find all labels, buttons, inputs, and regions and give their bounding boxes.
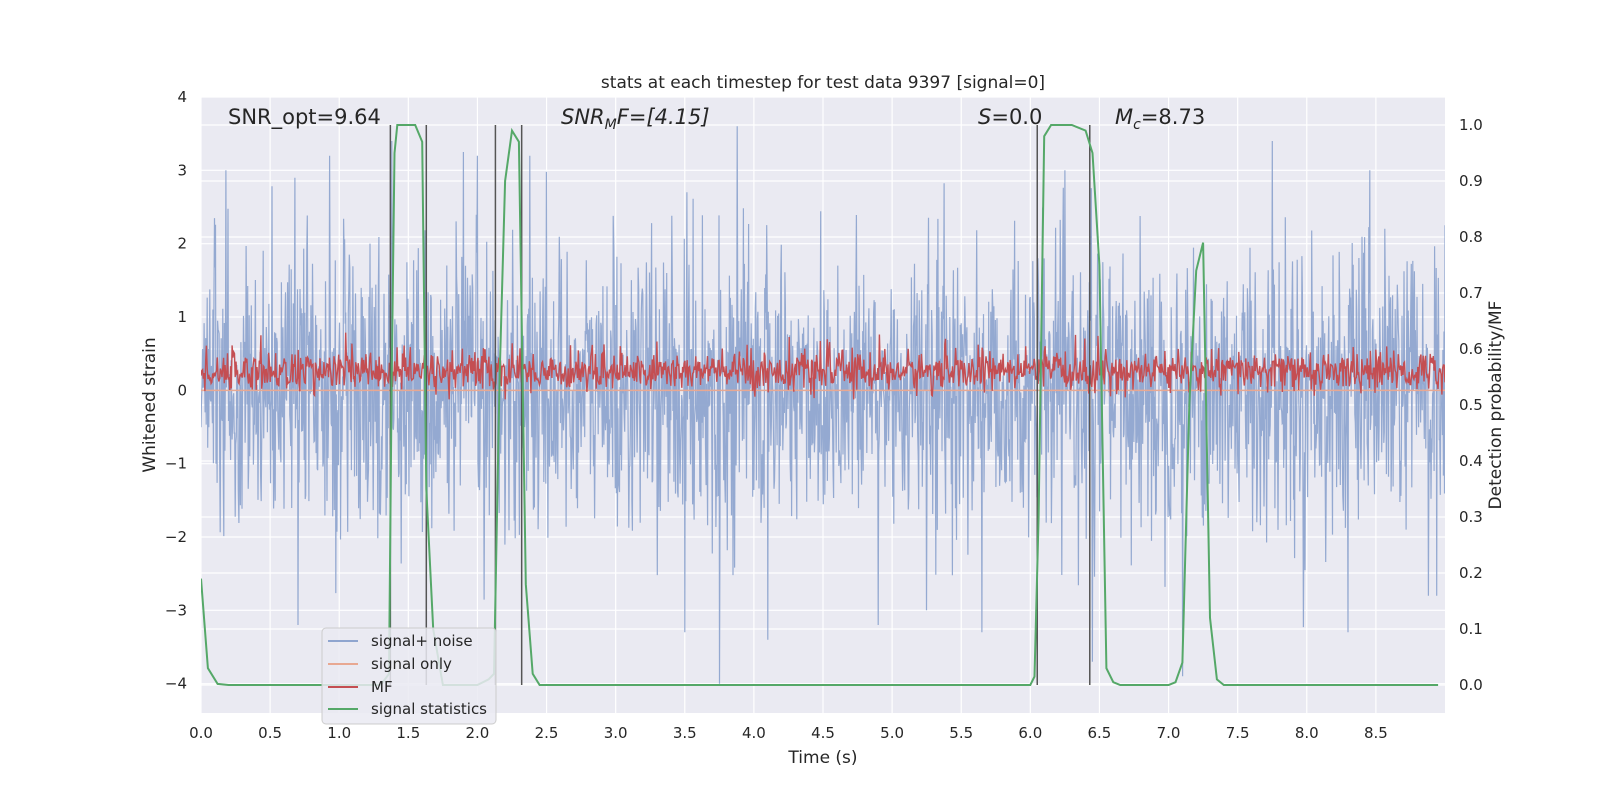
y-axis-label: Whitened strain — [140, 337, 160, 472]
mf-line — [201, 332, 1445, 400]
annotation-s-symbol: S — [978, 105, 991, 129]
annotation-snr-mf-symbol: SNR — [561, 105, 605, 129]
x-tick-label-0: 0.0 — [189, 724, 213, 742]
legend-box — [321, 627, 497, 725]
y2-tick-label-2: 0.8 — [1459, 228, 1483, 246]
y-tick-label-2: 2 — [177, 235, 187, 253]
y-tick-label-8: −4 — [165, 675, 187, 693]
x-tick-label-2: 1.0 — [327, 724, 351, 742]
y-tick-labels: 4 3 2 1 0 −1 −2 −3 −4 — [165, 88, 187, 693]
x-tick-label-11: 5.5 — [949, 724, 973, 742]
legend-label-signal-noise: signal+ noise — [371, 632, 473, 650]
y-tick-label-4: 0 — [177, 381, 187, 399]
x-tick-label-5: 2.5 — [535, 724, 559, 742]
x-tick-label-3: 1.5 — [396, 724, 420, 742]
legend: signal+ noise signal only MF signal stat… — [321, 627, 497, 725]
x-tick-label-1: 0.5 — [258, 724, 282, 742]
x-tick-label-15: 7.5 — [1226, 724, 1250, 742]
x-tick-label-9: 4.5 — [811, 724, 835, 742]
y2-tick-label-10: 0.0 — [1459, 676, 1483, 694]
y-tick-label-1: 3 — [177, 161, 187, 179]
x-tick-label-10: 5.0 — [880, 724, 904, 742]
y2-tick-label-8: 0.2 — [1459, 564, 1483, 582]
legend-label-signal-statistics: signal statistics — [371, 700, 487, 718]
y2-tick-label-1: 0.9 — [1459, 172, 1483, 190]
annotation-mc-value: =8.73 — [1141, 105, 1205, 129]
x-tick-label-12: 6.0 — [1018, 724, 1042, 742]
x-tick-labels: 0.0 0.5 1.0 1.5 2.0 2.5 3.0 3.5 4.0 4.5 5.0 5.5 6.0 6… — [189, 724, 1388, 742]
y-tick-label-3: 1 — [177, 308, 187, 326]
annotation-snr-opt: SNR_opt=9.64 — [228, 105, 381, 130]
y-tick-label-7: −3 — [165, 601, 187, 619]
x-tick-label-17: 8.5 — [1364, 724, 1388, 742]
y2-tick-labels: 1.0 0.9 0.8 0.7 0.6 0.5 0.4 0.3 0.2 0.1 0.0 — [1459, 116, 1483, 694]
annotation-mc: Mc=8.73 — [1115, 105, 1205, 133]
annotation-snr-mf: SNRMF=[4.15] — [561, 105, 710, 133]
x-tick-label-6: 3.0 — [604, 724, 628, 742]
x-axis-label: Time (s) — [787, 748, 857, 768]
x-tick-label-16: 8.0 — [1295, 724, 1319, 742]
legend-label-signal-only: signal only — [371, 655, 452, 673]
series-mf — [201, 332, 1445, 400]
x-tick-label-4: 2.0 — [466, 724, 490, 742]
y2-tick-label-5: 0.5 — [1459, 396, 1483, 414]
x-tick-label-7: 3.5 — [673, 724, 697, 742]
y2-tick-label-0: 1.0 — [1459, 116, 1483, 134]
x-tick-label-14: 7.0 — [1157, 724, 1181, 742]
legend-label-mf: MF — [371, 678, 393, 696]
y2-tick-label-7: 0.3 — [1459, 508, 1483, 526]
chart-title: stats at each timestep for test data 939… — [601, 73, 1045, 93]
x-tick-label-8: 4.0 — [742, 724, 766, 742]
annotation-snr-mf-subscript: M — [605, 117, 617, 133]
y2-tick-label-9: 0.1 — [1459, 620, 1483, 638]
signal-statistics-line — [201, 124, 1439, 686]
y-tick-label-0: 4 — [177, 88, 187, 106]
annotation-mc-symbol: M — [1115, 105, 1133, 129]
y2-axis-label: Detection probability/MF — [1486, 301, 1506, 510]
y2-tick-label-6: 0.4 — [1459, 452, 1483, 470]
y2-tick-label-4: 0.6 — [1459, 340, 1483, 358]
annotation-s-value: =0.0 — [991, 105, 1042, 129]
annotation-mc-subscript: c — [1133, 117, 1141, 133]
x-tick-label-13: 6.5 — [1088, 724, 1112, 742]
y-tick-label-5: −1 — [165, 455, 187, 473]
y-tick-label-6: −2 — [165, 528, 187, 546]
y2-tick-label-3: 0.7 — [1459, 284, 1483, 302]
annotation-s: S=0.0 — [978, 105, 1042, 129]
series-signal-statistics — [201, 124, 1439, 686]
annotation-snr-mf-value: F=[4.15] — [617, 105, 710, 129]
